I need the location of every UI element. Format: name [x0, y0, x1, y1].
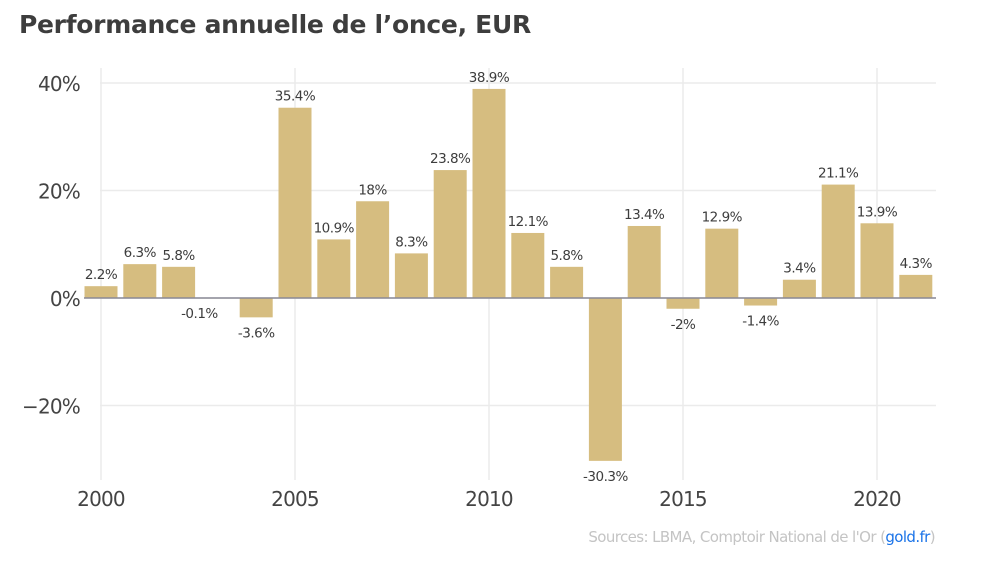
- bar: [821, 184, 855, 298]
- y-tick-label: 20%: [38, 180, 80, 204]
- data-label: 4.3%: [900, 256, 933, 272]
- x-tick-label: 2020: [853, 487, 901, 511]
- x-tick-label: 2005: [271, 487, 319, 511]
- data-label: -0.1%: [181, 306, 218, 322]
- chart-title: Performance annuelle de l’once, EUR: [19, 10, 531, 39]
- bar: [317, 239, 351, 298]
- bar: [588, 298, 622, 461]
- x-tick-label: 2015: [659, 487, 707, 511]
- bars: [84, 88, 933, 461]
- bar: [472, 88, 506, 298]
- source-link[interactable]: gold.fr: [885, 528, 930, 546]
- data-label: 18%: [358, 182, 387, 198]
- data-label: -30.3%: [583, 469, 628, 485]
- y-tick-label: 0%: [50, 287, 80, 311]
- y-axis: 40% 20% 0% −20%: [22, 72, 81, 419]
- bar: [744, 298, 778, 306]
- x-tick-label: 2000: [77, 487, 125, 511]
- bar: [84, 286, 118, 298]
- data-label: 38.9%: [469, 70, 510, 86]
- data-label: 8.3%: [395, 234, 428, 250]
- bar: [627, 225, 661, 298]
- bar: [550, 266, 584, 298]
- data-labels: 2.2% 6.3% 5.8% -0.1% -3.6% 35.4% 10.9% 18% 8.3% 2…: [85, 70, 933, 485]
- y-tick-label: −20%: [22, 395, 80, 419]
- bar: [394, 253, 428, 298]
- data-label: 5.8%: [550, 248, 583, 264]
- data-label: 35.4%: [275, 89, 316, 105]
- data-label: 2.2%: [85, 267, 118, 283]
- data-label: 12.9%: [702, 210, 743, 226]
- x-axis: 2000 2005 2010 2015 2020: [77, 487, 902, 511]
- data-label: 13.9%: [857, 204, 898, 220]
- bar: [162, 266, 196, 298]
- data-label: 12.1%: [508, 214, 549, 230]
- bar: [433, 170, 467, 298]
- source-text: Sources: LBMA, Comptoir National de l'Or…: [588, 528, 886, 546]
- source-note: Sources: LBMA, Comptoir National de l'Or…: [588, 528, 935, 546]
- bar: [356, 201, 390, 298]
- bar: [899, 274, 933, 298]
- data-label: 10.9%: [314, 220, 355, 236]
- bar: [782, 279, 816, 298]
- bar: [705, 228, 739, 298]
- bar: [860, 223, 894, 298]
- data-label: 3.4%: [783, 261, 816, 277]
- source-suffix: ): [929, 528, 936, 546]
- data-label: 5.8%: [162, 248, 195, 264]
- y-tick-label: 40%: [38, 72, 80, 96]
- data-label: 21.1%: [818, 166, 859, 182]
- bar: [278, 107, 312, 298]
- x-tick-label: 2010: [465, 487, 513, 511]
- data-label: -1.4%: [742, 314, 779, 330]
- bar: [239, 298, 273, 318]
- bar: [511, 232, 545, 298]
- bar: [123, 264, 157, 298]
- data-label: -2%: [671, 317, 696, 333]
- data-label: -3.6%: [238, 325, 275, 341]
- data-label: 23.8%: [430, 151, 471, 167]
- data-label: 13.4%: [624, 207, 665, 223]
- data-label: 6.3%: [124, 245, 157, 261]
- bar: [666, 298, 700, 309]
